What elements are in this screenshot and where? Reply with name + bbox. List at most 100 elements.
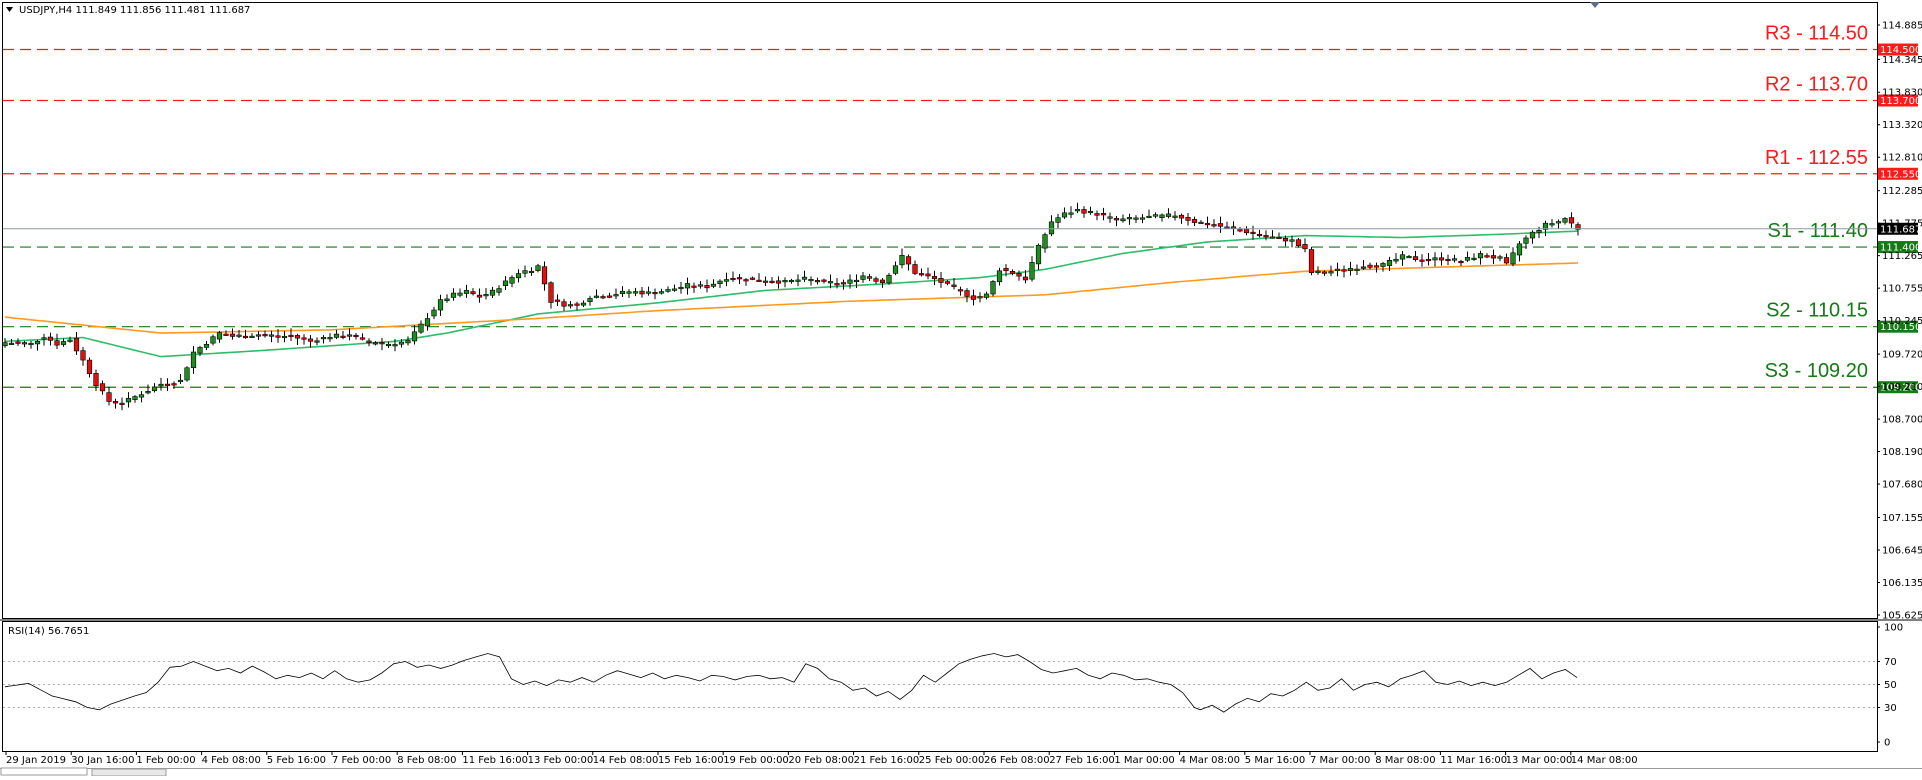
candle-body — [593, 295, 600, 298]
candle-body — [1048, 221, 1055, 235]
candle-body — [489, 289, 496, 296]
candle-body — [613, 294, 619, 297]
candle-body — [665, 289, 671, 292]
candle-body — [216, 332, 223, 340]
candle-body — [1107, 216, 1113, 219]
candle-body — [834, 283, 840, 286]
time-tick-label: 7 Mar 00:00 — [1310, 755, 1370, 766]
candle-body — [54, 340, 60, 346]
moving-averages — [4, 230, 1579, 358]
candle-body — [249, 335, 255, 338]
candle-body — [840, 282, 847, 285]
time-tick-label: 27 Feb 16:00 — [1049, 755, 1115, 766]
candle-body — [957, 289, 964, 292]
price-tick-label: 114.885 — [1882, 21, 1922, 32]
candle-body — [749, 277, 756, 280]
candle-body — [151, 386, 158, 392]
collapse-triangle-icon[interactable] — [6, 7, 13, 12]
time-tick-label: 4 Mar 08:00 — [1180, 755, 1240, 766]
candle-body — [405, 340, 411, 344]
price-tick-label: 113.320 — [1882, 120, 1922, 131]
price-tick-label: 107.680 — [1882, 480, 1922, 491]
candle-body — [366, 340, 372, 343]
candle-body — [931, 276, 938, 279]
candle-body — [1178, 214, 1185, 219]
candle-body — [710, 283, 717, 287]
time-tick-label: 21 Feb 16:00 — [854, 755, 920, 766]
candle-body — [775, 280, 782, 284]
candle-body — [1022, 276, 1029, 281]
candle-body — [398, 341, 405, 345]
time-tick-label: 29 Jan 2019 — [6, 755, 66, 766]
candle-body — [632, 291, 639, 294]
candle-body — [658, 291, 665, 294]
candle-body — [1393, 258, 1399, 262]
candle-body — [184, 367, 190, 381]
candle-body — [1165, 213, 1172, 217]
price-tick-label: 112.810 — [1882, 153, 1922, 164]
candle-body — [1217, 223, 1224, 227]
candle-body — [574, 303, 580, 306]
candle-body — [606, 295, 613, 298]
candle-body — [1458, 260, 1464, 264]
candle-body — [1269, 236, 1276, 239]
candle-body — [1204, 223, 1211, 226]
candle-body — [177, 379, 184, 383]
candle-body — [639, 290, 645, 295]
candle-body — [203, 343, 210, 348]
candle-body — [1321, 271, 1328, 274]
candle-body — [1100, 213, 1107, 216]
candle-body — [1328, 271, 1334, 274]
rsi-panel: 100 70 50 30 0 — [3, 623, 1903, 749]
rsi-panel-frame — [2, 621, 1878, 752]
candle-body — [1406, 256, 1412, 259]
candle-body — [463, 290, 470, 294]
candle-body — [691, 285, 697, 288]
candle-body — [528, 270, 535, 274]
candle-body — [1367, 264, 1373, 268]
candle-body — [541, 266, 548, 285]
candle-body — [879, 279, 886, 284]
candle-body — [242, 335, 249, 338]
candle-body — [918, 273, 925, 276]
candle-body — [262, 334, 268, 337]
rsi-line — [4, 653, 1578, 713]
candle-body — [626, 291, 632, 294]
candle-body — [1399, 254, 1406, 260]
shift-marker-icon[interactable] — [1590, 2, 1600, 8]
candle-body — [1302, 244, 1308, 250]
time-tick-label: 15 Feb 16:00 — [658, 755, 724, 766]
candle-body — [1516, 243, 1523, 256]
price-tick-label: 108.700 — [1882, 415, 1922, 426]
candle-body — [1451, 258, 1458, 261]
candle-body — [1094, 213, 1100, 216]
time-tick-label: 5 Mar 16:00 — [1245, 755, 1305, 766]
candle-body — [899, 255, 905, 266]
candle-body — [424, 318, 431, 327]
candle-body — [483, 294, 489, 297]
candle-body — [1425, 258, 1432, 262]
candle-body — [996, 270, 1003, 283]
candle-body — [1263, 235, 1269, 238]
candle-body — [288, 334, 294, 337]
candle-body — [1113, 218, 1120, 221]
candles — [2, 202, 1581, 411]
candle-body — [164, 383, 171, 386]
level-label-s3: S3 - 109.20 — [1765, 360, 1868, 382]
current-price-label: 111.687 — [1880, 224, 1921, 235]
candle-body — [561, 301, 567, 307]
price-tick-label: 111.265 — [1882, 251, 1922, 262]
time-tick-label: 11 Mar 16:00 — [1440, 755, 1507, 766]
price-tick-label: 109.210 — [1882, 382, 1922, 393]
time-tick-label: 4 Feb 08:00 — [202, 755, 261, 766]
candle-body — [535, 265, 541, 271]
candle-body — [1237, 229, 1243, 232]
candle-body — [788, 279, 795, 283]
candle-body — [567, 304, 574, 307]
candle-body — [970, 295, 977, 300]
candle-body — [671, 288, 678, 291]
time-tick-label: 13 Feb 00:00 — [528, 755, 594, 766]
candle-body — [1074, 209, 1081, 212]
